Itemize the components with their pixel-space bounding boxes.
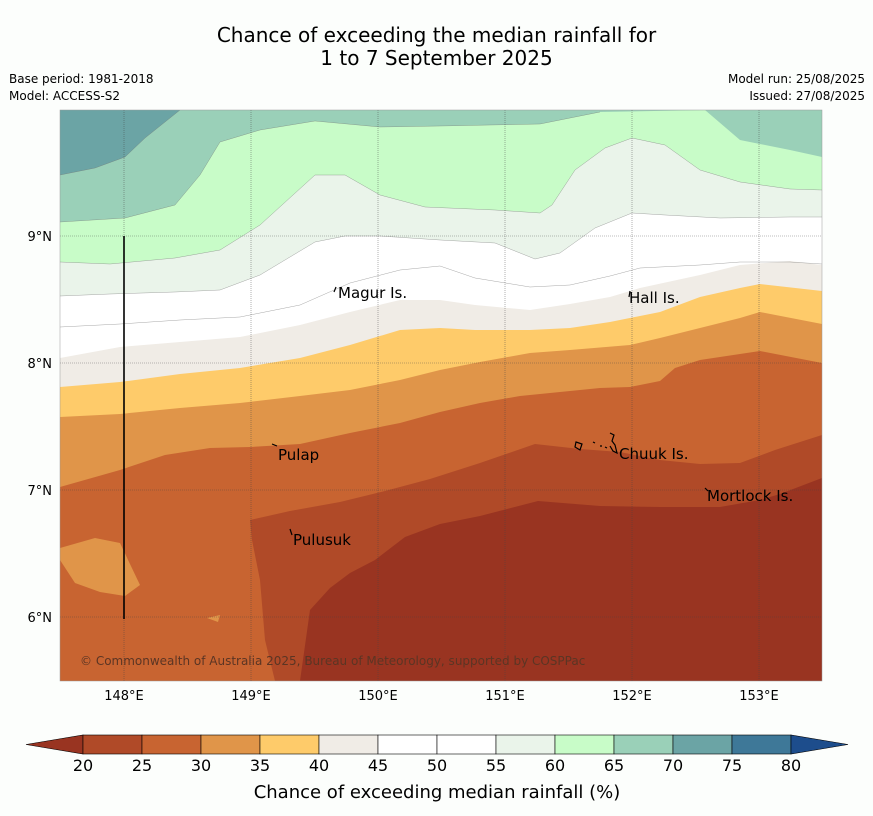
colorbar-segment	[495, 734, 556, 755]
colorbar-segment	[141, 734, 202, 755]
place-label-mortlock: Mortlock Is.	[707, 487, 793, 505]
colorbar-extend-low	[25, 734, 84, 755]
rainfall-map	[60, 110, 822, 681]
metadata-left: Base period: 1981-2018 Model: ACCESS-S2	[9, 71, 154, 105]
contour-lines	[60, 110, 822, 328]
lon-label-152e: 152°E	[612, 689, 652, 704]
colorbar-segment	[377, 734, 438, 755]
chuuk-islands-shape	[574, 432, 618, 455]
lat-label-9n: 9°N	[28, 230, 53, 245]
colorbar-tick-label: 75	[722, 756, 742, 775]
colorbar-tick-label: 70	[663, 756, 683, 775]
lon-label-148e: 148°E	[104, 689, 144, 704]
place-labels: Magur Is. Hall Is. Pulap Chuuk Is. Mortl…	[278, 284, 793, 549]
place-label-pulap: Pulap	[278, 446, 319, 464]
lat-label-7n: 7°N	[28, 484, 53, 499]
lon-label-151e: 151°E	[485, 689, 525, 704]
issued-text: Issued: 27/08/2025	[749, 89, 865, 103]
lon-label-150e: 150°E	[358, 689, 398, 704]
colorbar-tick-label: 20	[73, 756, 93, 775]
place-label-magur: Magur Is.	[338, 284, 407, 302]
place-label-pulusuk: Pulusuk	[293, 531, 351, 549]
lon-label-153e: 153°E	[739, 689, 779, 704]
copyright-credit: © Commonwealth of Australia 2025, Bureau…	[80, 654, 585, 668]
map-title-line-1: Chance of exceeding the median rainfall …	[216, 23, 657, 47]
place-label-hall: Hall Is.	[629, 289, 680, 307]
band-30-35-patch	[60, 538, 140, 596]
colorbar-extend-high	[790, 734, 849, 755]
map-title-line-2: 1 to 7 September 2025	[320, 46, 553, 70]
colorbar-tick-label: 80	[781, 756, 801, 775]
pulusuk-island-shape	[289, 528, 293, 536]
longitude-labels: 148°E 149°E 150°E 151°E 152°E 153°E	[104, 689, 779, 704]
colorbar-segment	[554, 734, 615, 755]
band-below-20	[300, 478, 822, 681]
colorbar-segment	[436, 734, 497, 755]
colorbar-segment	[318, 734, 379, 755]
colorbar-segment	[613, 734, 674, 755]
pulap-island-shape	[271, 443, 278, 447]
model-text: Model: ACCESS-S2	[9, 89, 121, 103]
latitude-labels: 9°N 8°N 7°N 6°N	[28, 230, 53, 626]
lat-label-8n: 8°N	[28, 357, 53, 372]
colorbar-segment	[731, 734, 792, 755]
place-label-chuuk: Chuuk Is.	[619, 445, 688, 463]
base-period-text: Base period: 1981-2018	[9, 72, 154, 86]
lon-label-149e: 149°E	[231, 689, 271, 704]
colorbar: 20 25 30 35 40 45 50 55 60 65 70 75 80	[25, 734, 849, 775]
colorbar-tick-label: 25	[132, 756, 152, 775]
colorbar-segment	[82, 734, 143, 755]
colorbar-tick-label: 40	[309, 756, 329, 775]
map-frame	[59, 109, 823, 682]
hall-island-shape	[628, 290, 631, 298]
colorbar-segment	[259, 734, 320, 755]
colorbar-tick-label: 35	[250, 756, 270, 775]
lat-label-6n: 6°N	[28, 611, 53, 626]
colorbar-segment	[672, 734, 733, 755]
colorbar-tick-label: 60	[545, 756, 565, 775]
colorbar-tick-label: 45	[368, 756, 388, 775]
colorbar-tick-label: 50	[427, 756, 447, 775]
metadata-right: Model run: 25/08/2025 Issued: 27/08/2025	[728, 71, 865, 105]
island-outlines	[271, 286, 709, 536]
colorbar-title: Chance of exceeding median rainfall (%)	[254, 782, 621, 803]
colorbar-tick-label: 55	[486, 756, 506, 775]
colorbar-tick-label: 30	[191, 756, 211, 775]
model-run-text: Model run: 25/08/2025	[727, 72, 865, 86]
mortlock-island-shape	[704, 487, 709, 492]
magur-island-shape	[333, 286, 337, 293]
graticule	[60, 110, 822, 681]
colorbar-segment	[200, 734, 261, 755]
colorbar-tick-label: 65	[604, 756, 624, 775]
